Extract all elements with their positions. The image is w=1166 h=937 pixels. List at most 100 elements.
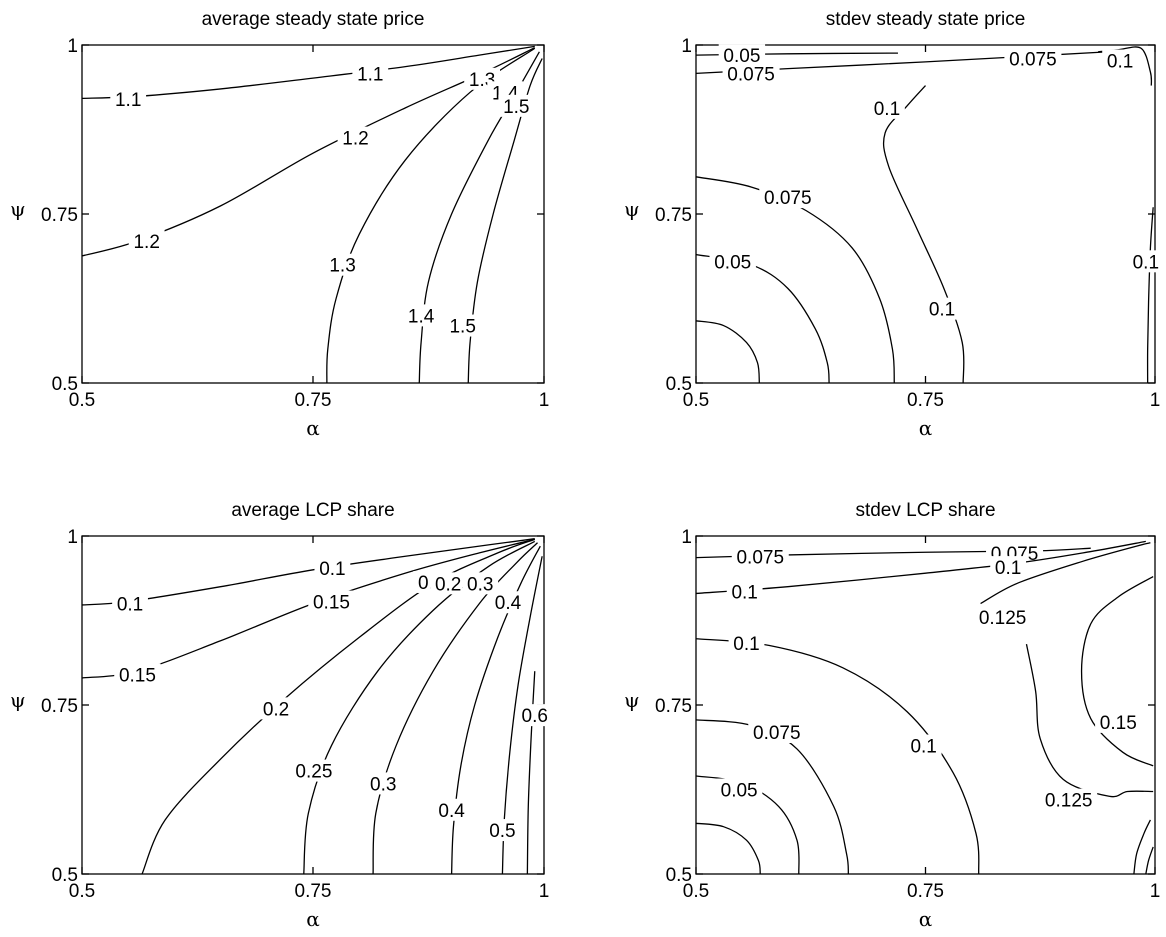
contour-label-bg — [1102, 49, 1139, 72]
contour-label-bg — [484, 819, 521, 842]
x-tick-label: 0.5 — [69, 390, 95, 411]
contour-label: 1.3 — [329, 256, 355, 277]
y-tick-label: 1 — [67, 527, 78, 548]
contour-line — [695, 822, 761, 875]
contour-label: 0.05 — [723, 46, 760, 67]
contour-label: 0.1 — [1133, 252, 1159, 273]
contour-line — [326, 47, 536, 384]
contour-label-bg — [324, 253, 361, 276]
contour-label: 0.4 — [495, 593, 522, 614]
contour-label-bg — [490, 591, 526, 614]
x-tick-label: 1 — [1150, 390, 1161, 411]
chart-title: stdev steady state price — [826, 9, 1026, 30]
contour-label: 0.05 — [714, 252, 751, 273]
contour-label-bg — [715, 778, 763, 801]
contour-label-bg — [974, 606, 1032, 629]
contour-line — [980, 542, 1151, 605]
contour-label: 1.2 — [342, 129, 368, 150]
contour-label: 1.1 — [115, 90, 141, 111]
contour-label: 1.5 — [503, 97, 529, 118]
x-axis-label: α — [919, 907, 933, 931]
y-tick-label: 1 — [681, 527, 692, 548]
contour-label-bg — [110, 88, 147, 111]
contour-label: 0.1 — [117, 595, 143, 616]
contour-label: 0.125 — [1045, 791, 1093, 812]
contour-label: 0.1 — [874, 99, 900, 120]
contour-label-bg — [718, 44, 766, 67]
contour-label-bg — [114, 663, 161, 686]
contour-label: 0.125 — [979, 608, 1027, 629]
contour-line — [141, 538, 535, 875]
contour-label-bg — [498, 94, 535, 117]
y-tick-label: 0.75 — [41, 205, 78, 226]
x-axis-label: α — [306, 416, 320, 440]
y-tick-label: 1 — [67, 36, 78, 57]
chart-title: average LCP share — [231, 500, 394, 521]
contour-line — [695, 638, 980, 875]
contour-label: 0.075 — [764, 188, 812, 209]
contour-label-bg — [1095, 710, 1142, 733]
contour-label-bg — [308, 590, 355, 613]
x-tick-label: 1 — [1150, 881, 1161, 902]
contour-line — [526, 671, 536, 875]
contour-label-bg — [1004, 47, 1062, 70]
chart-panel-1: average steady state price 0.5 0.75 1 0.5 0.7… — [10, 9, 549, 440]
contour-label: 0.6 — [522, 706, 548, 727]
contour-label: 0.1 — [995, 558, 1021, 579]
contour-label: 0.1 — [319, 559, 345, 580]
contour-label: 0.1 — [731, 582, 757, 603]
contour-label-bg — [709, 250, 756, 273]
x-tick-label: 1 — [539, 881, 550, 902]
contour-label-bg — [314, 556, 351, 579]
contour-label-bg — [403, 304, 440, 327]
contour-label: 0.3 — [467, 574, 493, 595]
contour-label: 0.1 — [733, 634, 759, 655]
contour-label: 0.3 — [370, 774, 396, 795]
x-tick-label: 0.75 — [907, 390, 944, 411]
contour-label-bg — [258, 697, 294, 720]
contour-label-bg — [516, 704, 553, 727]
x-axis-label: α — [919, 416, 933, 440]
contour-label-bg — [759, 186, 817, 209]
contour-label-bg — [337, 126, 374, 149]
contour-label-bg — [869, 96, 905, 119]
contour-line — [467, 58, 543, 384]
x-tick-label: 0.75 — [295, 390, 332, 411]
contour-label: 0.075 — [727, 64, 775, 85]
contour-line — [1145, 846, 1154, 875]
contour-label: 0.15 — [119, 666, 156, 687]
x-tick-label: 0.5 — [683, 390, 709, 411]
x-tick-label: 0.5 — [69, 881, 95, 902]
contour-label-bg — [990, 556, 1027, 579]
contour-label-bg — [352, 62, 389, 85]
contour-line — [695, 52, 898, 56]
contour-label: 0.5 — [489, 821, 515, 842]
contour-label-bg — [365, 772, 402, 795]
contour-line — [695, 540, 1146, 595]
contour-line — [372, 542, 538, 875]
x-tick-label: 0.5 — [683, 881, 709, 902]
y-tick-label: 0.5 — [666, 374, 692, 395]
chart-title: average steady state price — [202, 9, 425, 30]
contour-label-bg — [728, 631, 765, 654]
contour-label-bg — [290, 759, 338, 782]
x-tick-label: 0.75 — [295, 881, 332, 902]
contour-label-bg — [444, 314, 481, 337]
y-tick-label: 0.75 — [655, 696, 692, 717]
y-axis-label: ψ — [624, 688, 640, 712]
chart-panel-2: stdev steady state price 0.5 0.75 1 0.5 0.75 1… — [624, 9, 1164, 440]
contour-label-bg — [462, 572, 499, 595]
chart-panel-3: average LCP share 0.5 0.75 1 0.5 0.75 1 α ψ 0.1 0.… — [10, 500, 553, 931]
contour-label: 0.15 — [313, 593, 350, 614]
y-axis-label: ψ — [10, 688, 26, 712]
contour-label-bg — [731, 545, 789, 568]
y-tick-label: 0.5 — [52, 374, 78, 395]
contour-label: 0.075 — [736, 547, 784, 568]
contour-line — [1133, 819, 1151, 875]
contour-label-bg — [433, 798, 470, 821]
chart-panel-4: stdev LCP share 0.5 0.75 1 0.5 0.75 1 α ψ 0.075 0.… — [624, 500, 1160, 931]
x-axis-label: α — [306, 907, 320, 931]
x-tick-label: 1 — [539, 390, 550, 411]
contour-label: 0.05 — [721, 781, 758, 802]
